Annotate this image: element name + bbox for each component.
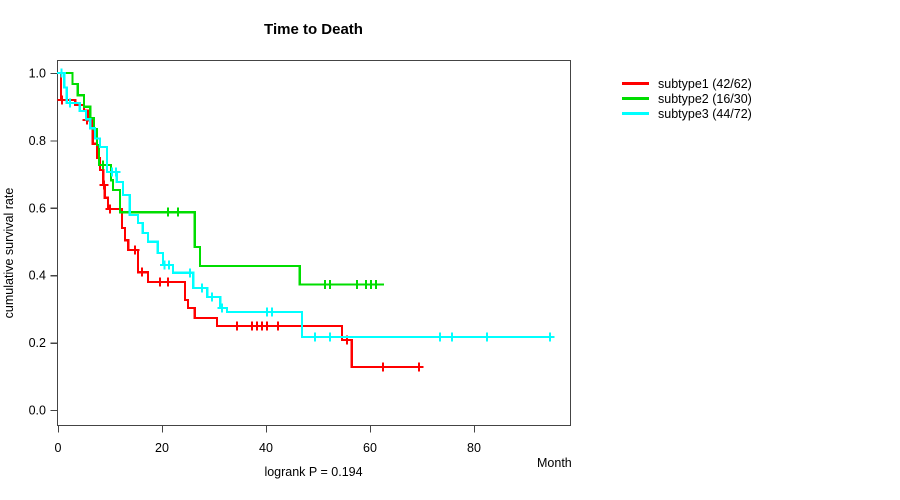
legend-item-subtype1: subtype1 (42/62)	[622, 76, 752, 91]
y-tick-label: 0.2	[29, 336, 46, 350]
plot-box	[56, 59, 572, 427]
survival-curve-subtype3	[58, 71, 550, 338]
y-tick-label: 0.4	[29, 269, 46, 283]
y-axis-label: cumulative survival rate	[2, 187, 16, 319]
legend-line-swatch-subtype2	[622, 97, 649, 100]
y-tick-label: 1.0	[29, 67, 46, 81]
legend-item-subtype3: subtype3 (44/72)	[622, 106, 752, 121]
x-tick-label: 40	[259, 441, 273, 455]
x-axis-label: Month	[537, 456, 572, 470]
legend: subtype1 (42/62) subtype2 (16/30) subtype3…	[622, 76, 752, 121]
x-tick-label: 20	[155, 441, 169, 455]
legend-line-swatch-subtype3	[622, 112, 649, 115]
survival-curve-subtype1	[58, 71, 419, 368]
y-tick-label: 0.6	[29, 201, 46, 215]
legend-label-subtype3: subtype3 (44/72)	[658, 106, 752, 121]
legend-label-subtype2: subtype2 (16/30)	[658, 91, 752, 106]
survival-curve-subtype2	[58, 71, 385, 286]
y-tick-label: 0.0	[29, 404, 46, 418]
legend-label-subtype1: subtype1 (42/62)	[658, 76, 752, 91]
logrank-p-value: logrank P = 0.194	[264, 465, 363, 479]
x-tick-label: 60	[363, 441, 377, 455]
y-tick-label: 0.8	[29, 134, 46, 148]
x-tick-label: 0	[55, 441, 62, 455]
x-tick-label: 80	[467, 441, 481, 455]
legend-line-swatch-subtype1	[622, 82, 649, 85]
legend-item-subtype2: subtype2 (16/30)	[622, 91, 752, 106]
chart-title: Time to Death	[264, 21, 363, 38]
